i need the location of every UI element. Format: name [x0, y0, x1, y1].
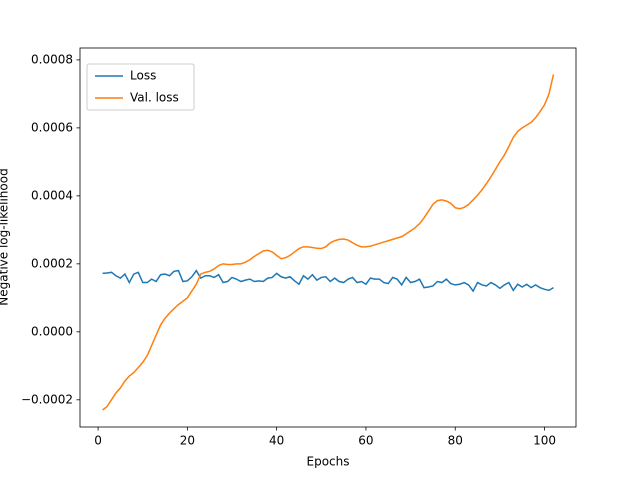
x-tick-label: 80 — [448, 434, 463, 448]
y-tick-label: 0.0004 — [31, 188, 73, 202]
y-tick-label: −0.0002 — [21, 392, 73, 406]
axes-frame — [79, 47, 577, 428]
x-tick-label: 0 — [94, 434, 102, 448]
x-tick-label: 40 — [269, 434, 284, 448]
y-tick-label: 0.0002 — [31, 256, 73, 270]
x-tick-label: 20 — [180, 434, 195, 448]
x-tick-label: 60 — [358, 434, 373, 448]
line-series — [102, 269, 554, 293]
y-axis-label: Negative log-likelihood — [0, 168, 11, 305]
y-tick-label: 0.0000 — [31, 324, 73, 338]
legend-label: Loss — [130, 69, 156, 83]
y-tick-label: 0.0006 — [31, 120, 73, 134]
legend-label: Val. loss — [130, 91, 179, 105]
x-axis-label: Epochs — [307, 455, 350, 469]
y-tick-label: 0.0008 — [31, 52, 73, 66]
line-series — [102, 74, 555, 411]
x-tick-label: 100 — [533, 434, 556, 448]
